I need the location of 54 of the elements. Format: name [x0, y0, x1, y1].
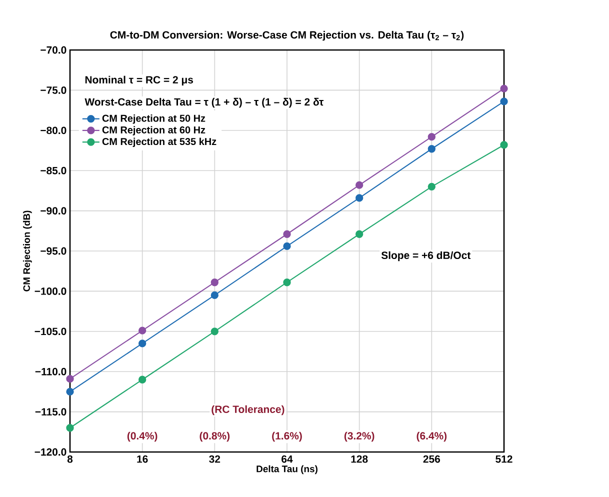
point — [66, 388, 74, 396]
point — [283, 242, 291, 250]
point — [356, 181, 364, 189]
point — [500, 84, 508, 92]
y-tick-label: −100.0 — [34, 288, 66, 295]
point — [428, 132, 436, 141]
point — [210, 278, 218, 286]
annotation: (0.4%) — [127, 432, 158, 442]
y-tick-label: −110.0 — [35, 368, 66, 376]
point — [500, 98, 508, 106]
x-tick-label: 256 — [423, 455, 440, 463]
y-tick-label: −105.0 — [34, 328, 66, 336]
point — [428, 145, 436, 153]
point — [500, 141, 508, 149]
point — [356, 194, 364, 202]
y-tick-label: −80.0 — [40, 126, 66, 134]
x-tick-label: 128 — [351, 455, 368, 463]
annotation: (6.4%) — [416, 432, 447, 442]
y-tick-label: −75.0 — [40, 86, 66, 94]
annotation: (3.2%) — [344, 432, 374, 442]
legend-label: CM Rejection at 535 kHz — [102, 138, 216, 148]
point — [66, 424, 74, 432]
x-tick-label: 16 — [137, 455, 148, 463]
point — [138, 340, 146, 348]
y-tick-label: −115.0 — [35, 408, 66, 416]
x-tick-label: 8 — [67, 455, 73, 463]
point — [210, 291, 218, 300]
annotation: (0.8%) — [200, 432, 230, 442]
legend-label: CM Rejection at 60 Hz — [102, 126, 206, 136]
chart-title: CM-to-DM Conversion: Worse-Case CM Rejection vs. Delta Tau (τ$_{2}$ – τ$_{2}$) — [110, 30, 464, 41]
y-tick-label: −120.0 — [34, 448, 66, 456]
x-tick-label: 64 — [282, 455, 293, 463]
annotation: Worst-Case Delta Tau = τ (1 + δ) – τ (1 – δ) = 2 δτ — [84, 98, 324, 108]
point — [356, 230, 364, 238]
point — [210, 328, 218, 336]
legend-label: CM Rejection at 50 Hz — [102, 114, 206, 124]
y-tick-label: −70.0 — [40, 46, 66, 54]
y-tick-label: −90.0 — [40, 207, 66, 215]
y-tick-label: −95.0 — [40, 247, 66, 255]
point — [66, 375, 74, 383]
annotation: Nominal τ = RC = 2 μs — [85, 76, 194, 86]
point — [138, 326, 146, 334]
annotation: (RC Tolerance) — [212, 405, 284, 416]
point — [283, 230, 291, 238]
x-axis-title: Delta Tau (ns) — [256, 465, 318, 474]
x-tick-label: 32 — [209, 455, 220, 463]
x-tick-label: 512 — [496, 455, 512, 463]
annotation: Slope = +6 dB/Oct — [381, 251, 471, 262]
point — [138, 376, 146, 384]
y-axis-title: CM Rejection (dB) — [23, 210, 32, 292]
point — [283, 278, 291, 286]
annotation: (1.6%) — [272, 432, 302, 442]
point — [428, 182, 436, 191]
y-tick-label: −85.0 — [40, 166, 66, 174]
